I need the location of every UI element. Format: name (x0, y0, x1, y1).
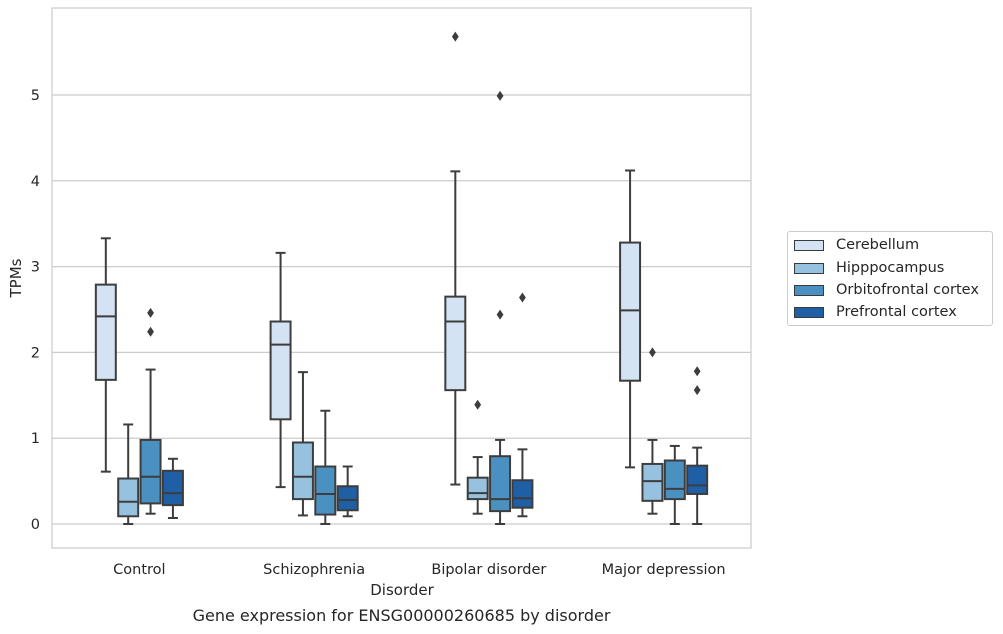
x-tick-label-schizophrenia: Schizophrenia (263, 562, 365, 578)
box-orbitofrontal-cortex-bipolar-disorder (489, 90, 512, 525)
box-body (511, 479, 534, 509)
outlier-point-0 (451, 31, 459, 42)
legend-label-cerebellum: Cerebellum (836, 237, 920, 253)
y-tick-label-2: 2 (31, 345, 40, 361)
legend: Cerebellum Hipppocampus Orbitofrontal co… (787, 231, 993, 326)
box-orbitofrontal-cortex-control (139, 307, 162, 515)
legend-swatch-cerebellum (794, 239, 824, 251)
box-hipppocampus-schizophrenia (291, 371, 314, 517)
outlier-point-1 (147, 307, 154, 318)
y-tick-label-1: 1 (31, 431, 40, 447)
outlier-point-0 (147, 326, 154, 337)
box-hipppocampus-bipolar-disorder (466, 399, 489, 515)
legend-label-prefrontal-cortex: Prefrontal cortex (836, 304, 957, 320)
x-axis-title: Disorder (370, 581, 434, 599)
legend-item-hipppocampus: Hipppocampus (794, 258, 944, 278)
legend-item-prefrontal-cortex: Prefrontal cortex (794, 302, 957, 322)
outlier-point-0 (496, 309, 504, 320)
chart-caption: Gene expression for ENSG00000260685 by d… (192, 606, 611, 625)
x-tick-label-major-depression: Major depression (602, 562, 726, 578)
legend-label-hipppocampus: Hipppocampus (836, 260, 945, 276)
legend-swatch-prefrontal-cortex (794, 306, 824, 318)
y-tick-label-4: 4 (31, 174, 40, 190)
box-body (336, 485, 359, 512)
box-body (291, 441, 314, 501)
plot-area-frame (51, 7, 752, 549)
box-body (663, 459, 686, 501)
outlier-point-0 (693, 385, 701, 396)
box-body (314, 465, 337, 516)
box-cerebellum-major-depression (619, 169, 642, 469)
outlier-point-1 (496, 90, 504, 101)
box-prefrontal-cortex-schizophrenia (336, 465, 359, 518)
legend-item-cerebellum: Cerebellum (794, 235, 919, 255)
outlier-point-1 (693, 366, 701, 377)
box-orbitofrontal-cortex-schizophrenia (314, 409, 337, 525)
box-cerebellum-bipolar-disorder (444, 31, 467, 486)
box-prefrontal-cortex-control (161, 457, 184, 519)
box-body (466, 476, 489, 501)
box-body (139, 438, 162, 505)
box-layer (94, 31, 709, 525)
legend-item-orbitofrontal-cortex: Orbitofrontal cortex (794, 280, 979, 300)
box-body (489, 455, 512, 513)
box-hipppocampus-major-depression (641, 347, 664, 515)
legend-swatch-orbitofrontal-cortex (794, 284, 824, 296)
x-tick-label-control: Control (113, 562, 165, 578)
y-axis-title: TPMs (7, 258, 25, 298)
box-body (269, 320, 292, 421)
box-cerebellum-control (94, 237, 117, 473)
box-prefrontal-cortex-major-depression (686, 366, 709, 525)
legend-swatch-hipppocampus (794, 262, 824, 274)
box-body (161, 469, 184, 507)
y-tick-label-0: 0 (31, 517, 40, 533)
x-tick-label-bipolar-disorder: Bipolar disorder (431, 562, 546, 578)
legend-label-orbitofrontal-cortex: Orbitofrontal cortex (836, 282, 979, 298)
outlier-point-0 (519, 292, 526, 303)
y-tick-label-3: 3 (31, 260, 40, 276)
box-body (444, 295, 467, 392)
box-body (619, 241, 642, 382)
box-hipppocampus-control (117, 423, 140, 525)
box-body (94, 283, 117, 381)
box-body (117, 477, 140, 518)
box-prefrontal-cortex-bipolar-disorder (511, 292, 534, 518)
outlier-point-0 (649, 347, 656, 358)
grid-lines (52, 94, 751, 525)
box-body (641, 462, 664, 502)
y-tick-label-5: 5 (31, 88, 40, 104)
box-cerebellum-schizophrenia (269, 251, 292, 489)
box-body (686, 464, 709, 495)
tick-labels: 0 1 2 3 4 5 Control Schizophrenia Bipolar disord… (31, 88, 726, 578)
box-orbitofrontal-cortex-major-depression (663, 444, 686, 525)
outlier-point-0 (474, 399, 482, 410)
